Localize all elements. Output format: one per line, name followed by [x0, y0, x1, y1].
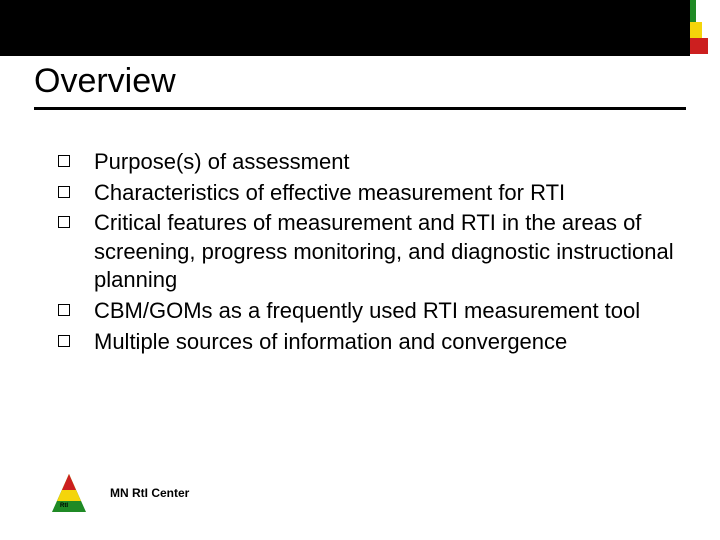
header-bar-black: [0, 0, 690, 56]
list-item: Multiple sources of information and conv…: [58, 328, 680, 357]
list-item: Characteristics of effective measurement…: [58, 179, 680, 208]
list-item: Purpose(s) of assessment: [58, 148, 680, 177]
square-bullet-icon: [58, 155, 70, 167]
page-title: Overview: [34, 62, 686, 107]
title-block: Overview: [34, 62, 686, 110]
footer-text: MN RtI Center: [110, 486, 189, 500]
square-bullet-icon: [58, 186, 70, 198]
bullet-text: Characteristics of effective measurement…: [94, 179, 565, 208]
list-item: CBM/GOMs as a frequently used RTI measur…: [58, 297, 680, 326]
slide: Overview Purpose(s) of assessment Charac…: [0, 0, 720, 540]
bullet-text: Multiple sources of information and conv…: [94, 328, 567, 357]
bullet-text: Critical features of measurement and RTI…: [94, 209, 680, 295]
bullet-list: Purpose(s) of assessment Characteristics…: [58, 148, 680, 356]
logo-label: RtI: [60, 503, 68, 509]
mn-rti-logo-icon: RtI: [52, 474, 86, 512]
header-bars: [0, 0, 720, 56]
bullet-text: CBM/GOMs as a frequently used RTI measur…: [94, 297, 640, 326]
content-area: Purpose(s) of assessment Characteristics…: [58, 148, 680, 358]
title-underline: [34, 107, 686, 110]
square-bullet-icon: [58, 335, 70, 347]
square-bullet-icon: [58, 216, 70, 228]
list-item: Critical features of measurement and RTI…: [58, 209, 680, 295]
footer: RtI MN RtI Center: [52, 474, 189, 512]
bullet-text: Purpose(s) of assessment: [94, 148, 350, 177]
square-bullet-icon: [58, 304, 70, 316]
